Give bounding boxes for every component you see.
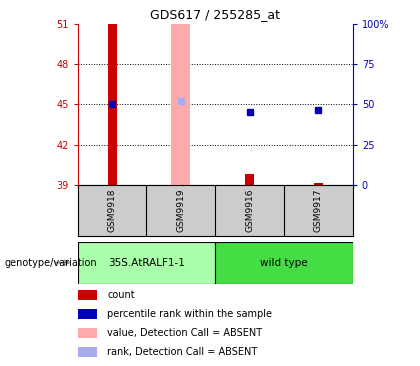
Text: value, Detection Call = ABSENT: value, Detection Call = ABSENT (107, 328, 262, 338)
Text: GSM9918: GSM9918 (108, 189, 117, 232)
Text: GSM9916: GSM9916 (245, 189, 254, 232)
Bar (78, 242, 215, 284)
Text: GSM9919: GSM9919 (176, 189, 185, 232)
Bar (314, 183, 323, 185)
Bar (215, 242, 353, 284)
Text: GSM9917: GSM9917 (314, 189, 323, 232)
Bar (245, 174, 254, 185)
Text: count: count (107, 290, 135, 300)
Title: GDS617 / 255285_at: GDS617 / 255285_at (150, 8, 280, 21)
Bar (171, 24, 191, 185)
Text: 35S.AtRALF1-1: 35S.AtRALF1-1 (108, 258, 185, 268)
Text: genotype/variation: genotype/variation (4, 258, 97, 268)
Text: rank, Detection Call = ABSENT: rank, Detection Call = ABSENT (107, 347, 257, 357)
Bar (108, 24, 117, 185)
Text: percentile rank within the sample: percentile rank within the sample (107, 309, 272, 319)
Text: wild type: wild type (260, 258, 308, 268)
